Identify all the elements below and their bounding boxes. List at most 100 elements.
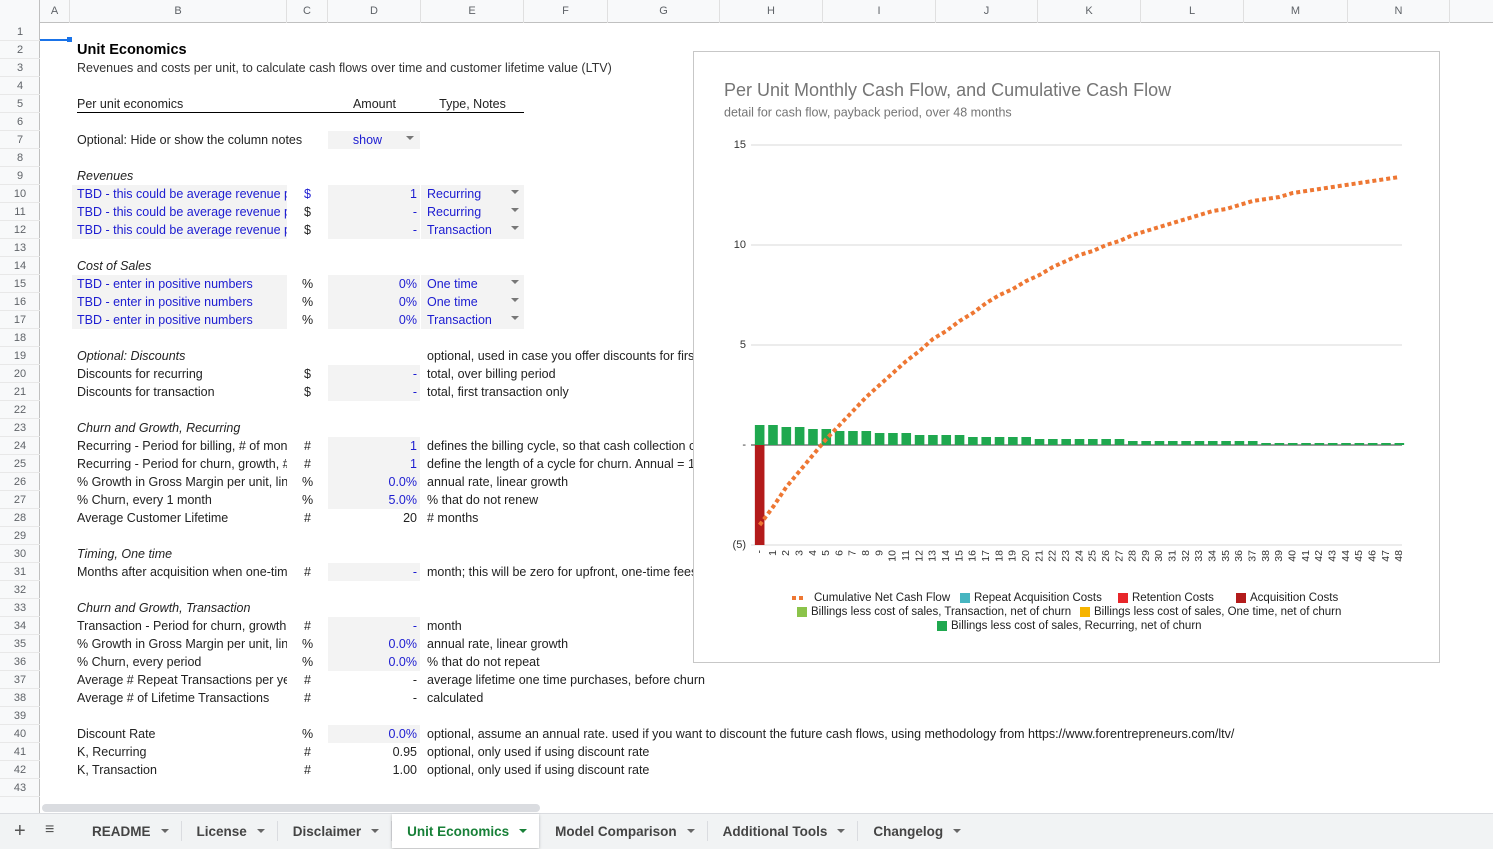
cell[interactable]: % Churn, every period (70, 653, 287, 671)
horizontal-scrollbar[interactable] (42, 804, 540, 812)
cell[interactable]: optional, only used if using discount ra… (421, 743, 649, 761)
cell[interactable]: - (328, 689, 421, 707)
row-header[interactable]: 27 (0, 491, 40, 509)
cell[interactable]: # (287, 563, 328, 581)
cell[interactable]: # (287, 743, 328, 761)
row-header[interactable]: 15 (0, 275, 40, 293)
row-header[interactable]: 16 (0, 293, 40, 311)
cell[interactable]: - (328, 365, 421, 383)
row-header[interactable]: 14 (0, 257, 40, 275)
cell[interactable]: # (287, 455, 328, 473)
row-header[interactable]: 33 (0, 599, 40, 617)
cell[interactable]: Discounts for recurring (70, 365, 287, 383)
embedded-chart[interactable]: Per Unit Monthly Cash Flow, and Cumulati… (693, 51, 1440, 663)
cell[interactable]: - (328, 617, 421, 635)
column-header[interactable]: D (328, 0, 421, 23)
cell[interactable]: TBD - enter in positive numbers (70, 311, 287, 329)
row-header[interactable]: 4 (0, 77, 40, 95)
cell[interactable]: 0.0% (328, 725, 421, 743)
cell[interactable]: # (287, 761, 328, 779)
column-header[interactable]: N (1348, 0, 1450, 23)
row-header[interactable]: 24 (0, 437, 40, 455)
cell[interactable]: 0.95 (328, 743, 421, 761)
cell[interactable]: % (287, 725, 328, 743)
cell[interactable]: TBD - this could be average revenue pe (70, 203, 287, 221)
cell[interactable]: $ (287, 221, 328, 239)
row-header[interactable]: 40 (0, 725, 40, 743)
cell[interactable]: One time (421, 293, 478, 311)
tab-caret[interactable] (371, 829, 379, 833)
column-header[interactable]: G (608, 0, 720, 23)
cell[interactable]: K, Recurring (70, 743, 287, 761)
cell[interactable]: $ (287, 383, 328, 401)
cell[interactable]: % (287, 275, 328, 293)
column-header[interactable]: L (1141, 0, 1244, 23)
row-header[interactable]: 39 (0, 707, 40, 725)
row-header[interactable]: 32 (0, 581, 40, 599)
row-header[interactable]: 18 (0, 329, 40, 347)
cell[interactable]: Average # Repeat Transactions per yea (70, 671, 287, 689)
cell[interactable]: - (328, 671, 421, 689)
column-header[interactable]: F (524, 0, 608, 23)
cell[interactable]: month (421, 617, 462, 635)
column-header[interactable]: M (1244, 0, 1348, 23)
cell[interactable]: TBD - enter in positive numbers (70, 293, 287, 311)
row-header[interactable]: 35 (0, 635, 40, 653)
cell[interactable]: # (287, 437, 328, 455)
column-header[interactable]: J (936, 0, 1038, 23)
row-header[interactable]: 43 (0, 779, 40, 797)
cell[interactable]: average lifetime one time purchases, bef… (421, 671, 705, 689)
row-header[interactable]: 26 (0, 473, 40, 491)
cell[interactable]: annual rate, linear growth (421, 473, 568, 491)
cell[interactable]: # (287, 671, 328, 689)
tab-caret[interactable] (953, 829, 961, 833)
cell[interactable]: % Growth in Gross Margin per unit, line (70, 635, 287, 653)
column-header[interactable]: E (421, 0, 524, 23)
cell[interactable]: # (287, 509, 328, 527)
row-header[interactable]: 34 (0, 617, 40, 635)
tab-caret[interactable] (519, 829, 527, 833)
cell[interactable]: % (287, 491, 328, 509)
cell[interactable]: 20 (328, 509, 421, 527)
cell[interactable]: 1.00 (328, 761, 421, 779)
cell[interactable]: calculated (421, 689, 483, 707)
row-header[interactable]: 31 (0, 563, 40, 581)
sheet-tab[interactable]: README (77, 814, 181, 848)
sheet-tab[interactable]: License (182, 814, 277, 848)
cell[interactable]: 0% (328, 293, 421, 311)
row-header[interactable]: 28 (0, 509, 40, 527)
row-header[interactable]: 8 (0, 149, 40, 167)
cell[interactable]: - (328, 563, 421, 581)
cell[interactable]: 1 (328, 437, 421, 455)
cell[interactable]: $ (287, 365, 328, 383)
row-header[interactable]: 13 (0, 239, 40, 257)
row-header[interactable]: 25 (0, 455, 40, 473)
cell[interactable]: define the length of a cycle for churn. … (421, 455, 705, 473)
cell[interactable]: Per unit economics (70, 95, 183, 113)
row-header[interactable]: 6 (0, 113, 40, 131)
cell[interactable]: show (328, 131, 421, 149)
cell[interactable]: % (287, 311, 328, 329)
cell[interactable]: $ (287, 203, 328, 221)
cell[interactable]: % (287, 293, 328, 311)
row-header[interactable]: 3 (0, 59, 40, 77)
cell[interactable]: total, first transaction only (421, 383, 569, 401)
cell[interactable]: % that do not renew (421, 491, 538, 509)
column-header[interactable]: A (40, 0, 70, 23)
dropdown-caret[interactable] (511, 208, 519, 212)
cell[interactable]: Recurring (421, 185, 481, 203)
cell[interactable]: Unit Economics (70, 41, 187, 59)
column-header[interactable]: I (823, 0, 936, 23)
cell[interactable]: TBD - this could be average revenue pe (70, 185, 287, 203)
cell[interactable]: Months after acquisition when one-time (70, 563, 287, 581)
cell[interactable]: # months (421, 509, 478, 527)
row-header[interactable]: 21 (0, 383, 40, 401)
cell[interactable]: defines the billing cycle, so that cash … (421, 437, 706, 455)
cell[interactable]: - (328, 383, 421, 401)
row-header[interactable]: 20 (0, 365, 40, 383)
cell[interactable]: Optional: Hide or show the column notes (70, 131, 302, 149)
cell[interactable]: % (287, 473, 328, 491)
dropdown-caret[interactable] (511, 226, 519, 230)
cell[interactable]: 0.0% (328, 635, 421, 653)
cell[interactable]: Recurring - Period for churn, growth, # … (70, 455, 287, 473)
